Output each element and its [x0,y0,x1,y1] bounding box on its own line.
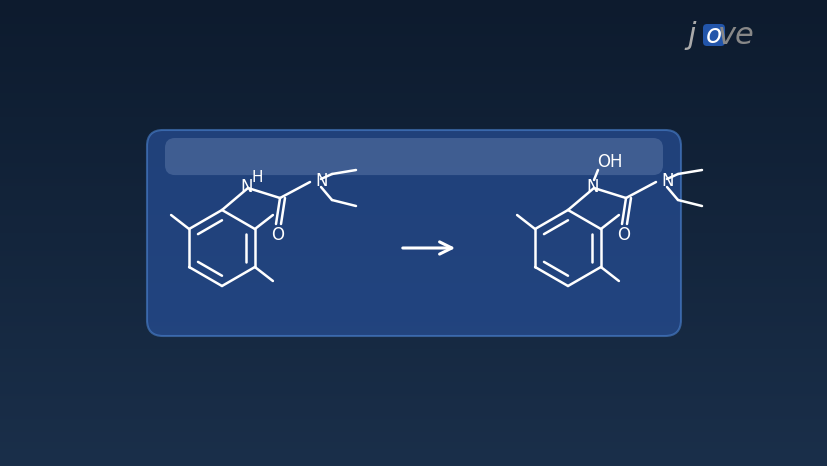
Text: H: H [251,171,262,185]
Text: O: O [271,226,284,244]
Text: j: j [687,21,696,50]
Text: N: N [660,172,672,190]
Text: N: N [586,178,599,196]
FancyBboxPatch shape [165,138,662,175]
FancyBboxPatch shape [147,130,680,336]
Text: o: o [705,23,721,49]
Text: N: N [314,172,327,190]
Text: ve: ve [717,21,753,50]
Text: N: N [241,178,253,196]
FancyBboxPatch shape [702,24,724,46]
Text: OH: OH [596,153,622,171]
Text: O: O [617,226,629,244]
